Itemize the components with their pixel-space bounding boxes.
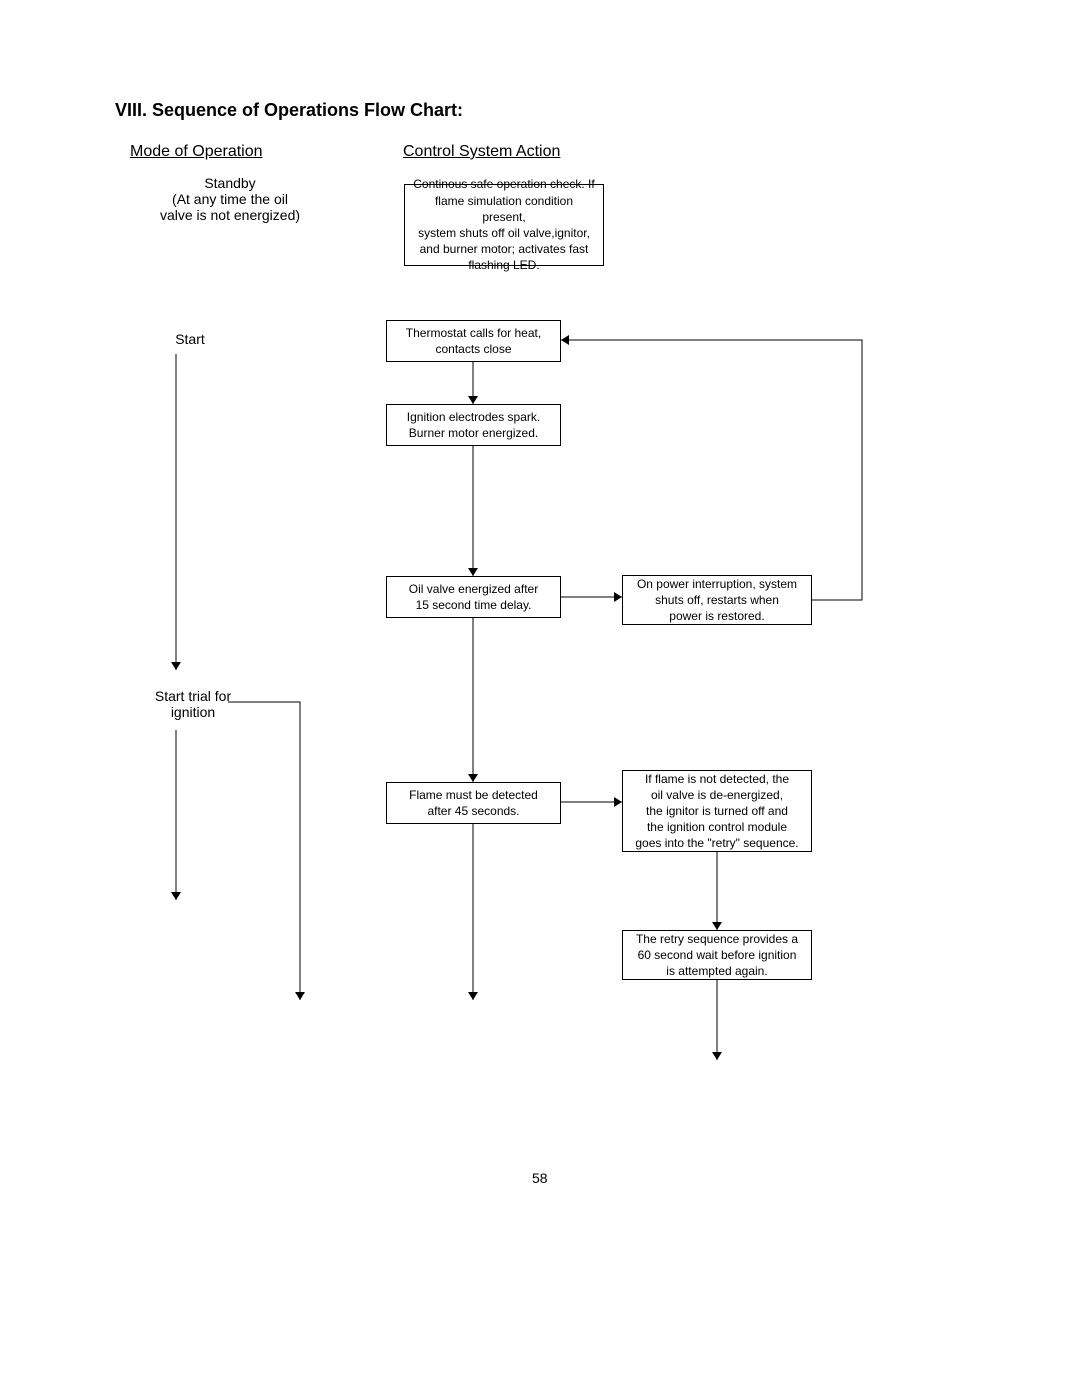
box-flame-detect: Flame must be detected after 45 seconds. bbox=[386, 782, 561, 824]
mode-standby: Standby (At any time the oil valve is no… bbox=[140, 175, 320, 223]
mode-header: Mode of Operation bbox=[130, 143, 263, 161]
mode-trial: Start trial for ignition bbox=[138, 688, 248, 720]
box-retry: The retry sequence provides a 60 second … bbox=[622, 930, 812, 980]
page: VIII. Sequence of Operations Flow Chart:… bbox=[0, 0, 1080, 1397]
box-ignition: Ignition electrodes spark. Burner motor … bbox=[386, 404, 561, 446]
page-number: 58 bbox=[532, 1170, 548, 1186]
box-flame-not-detected: If flame is not detected, the oil valve … bbox=[622, 770, 812, 852]
section-title: VIII. Sequence of Operations Flow Chart: bbox=[115, 100, 463, 121]
action-header: Control System Action bbox=[403, 143, 560, 161]
box-thermostat: Thermostat calls for heat, contacts clos… bbox=[386, 320, 561, 362]
mode-start: Start bbox=[160, 331, 220, 347]
box-oil-valve: Oil valve energized after 15 second time… bbox=[386, 576, 561, 618]
box-safe-check: Continous safe operation check. If flame… bbox=[404, 184, 604, 266]
box-power-interruption: On power interruption, system shuts off,… bbox=[622, 575, 812, 625]
